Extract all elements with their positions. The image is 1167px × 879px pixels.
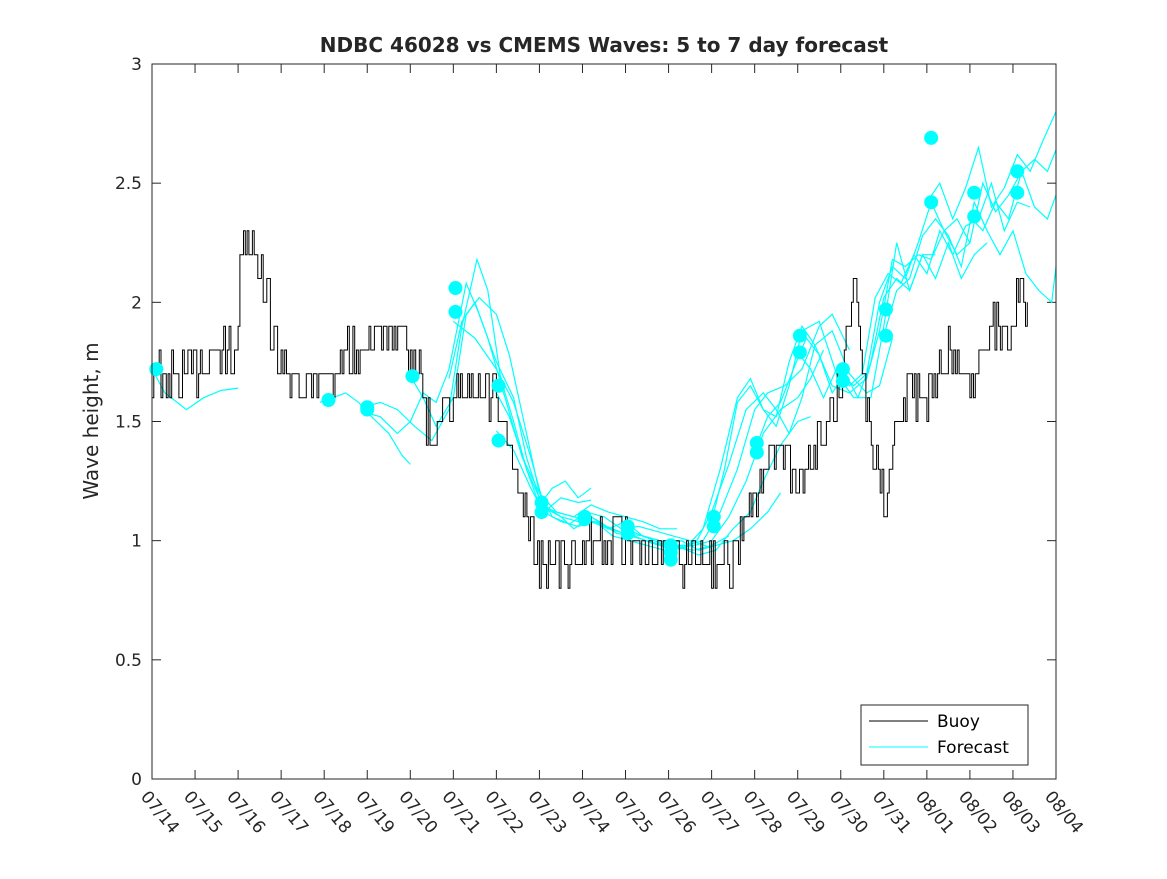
buoy-line	[152, 230, 1028, 589]
plot-area	[152, 64, 1056, 779]
forecast-marker	[792, 345, 807, 360]
forecast-line	[362, 257, 592, 507]
forecast-marker	[924, 130, 939, 145]
forecast-marker	[706, 519, 721, 534]
forecast-line	[883, 200, 1057, 336]
forecast-marker	[448, 304, 463, 319]
y-tick-label: 0.5	[115, 651, 142, 671]
forecast-marker	[577, 512, 592, 527]
forecast-marker	[967, 209, 982, 224]
forecast-marker	[878, 328, 893, 343]
y-tick-label: 2	[131, 293, 142, 313]
forecast-marker	[878, 302, 893, 317]
plot-frame	[151, 63, 1057, 780]
forecast-marker	[663, 552, 678, 567]
legend-buoy-label: Buoy	[937, 712, 980, 732]
forecast-marker	[792, 328, 807, 343]
forecast-marker	[924, 195, 939, 210]
legend-forecast-label: Forecast	[937, 738, 1009, 758]
forecast-marker	[967, 185, 982, 200]
y-axis-label: Wave height, m	[79, 342, 103, 499]
forecast-marker	[321, 393, 336, 408]
y-tick-label: 3	[131, 55, 142, 75]
forecast-marker	[620, 526, 635, 541]
forecast-line	[926, 111, 1057, 221]
forecast-marker	[1010, 164, 1025, 179]
forecast-marker	[360, 400, 375, 415]
forecast-line	[362, 281, 592, 514]
forecast-line	[840, 169, 1057, 387]
legend: Buoy Forecast	[860, 704, 1029, 766]
forecast-marker	[491, 378, 506, 393]
forecast-line	[711, 229, 971, 522]
y-tick-label: 2.5	[115, 174, 142, 194]
legend-box	[860, 704, 1029, 766]
forecast-marker	[835, 373, 850, 388]
chart-title: NDBC 46028 vs CMEMS Waves: 5 to 7 day fo…	[320, 33, 889, 57]
forecast-line	[754, 241, 988, 451]
forecast-marker	[534, 505, 549, 520]
forecast-marker	[835, 362, 850, 377]
buoy-series-line	[152, 230, 1028, 589]
forecast-series-markers	[149, 130, 1025, 567]
y-tick-label: 1	[131, 532, 142, 552]
y-tick-label: 0	[131, 770, 142, 790]
forecast-marker	[405, 369, 420, 384]
forecast-marker	[448, 281, 463, 296]
forecast-marker	[491, 433, 506, 448]
forecast-marker	[1010, 185, 1025, 200]
forecast-marker	[149, 362, 164, 377]
forecast-marker	[749, 445, 764, 460]
y-tick-label: 1.5	[115, 413, 142, 433]
